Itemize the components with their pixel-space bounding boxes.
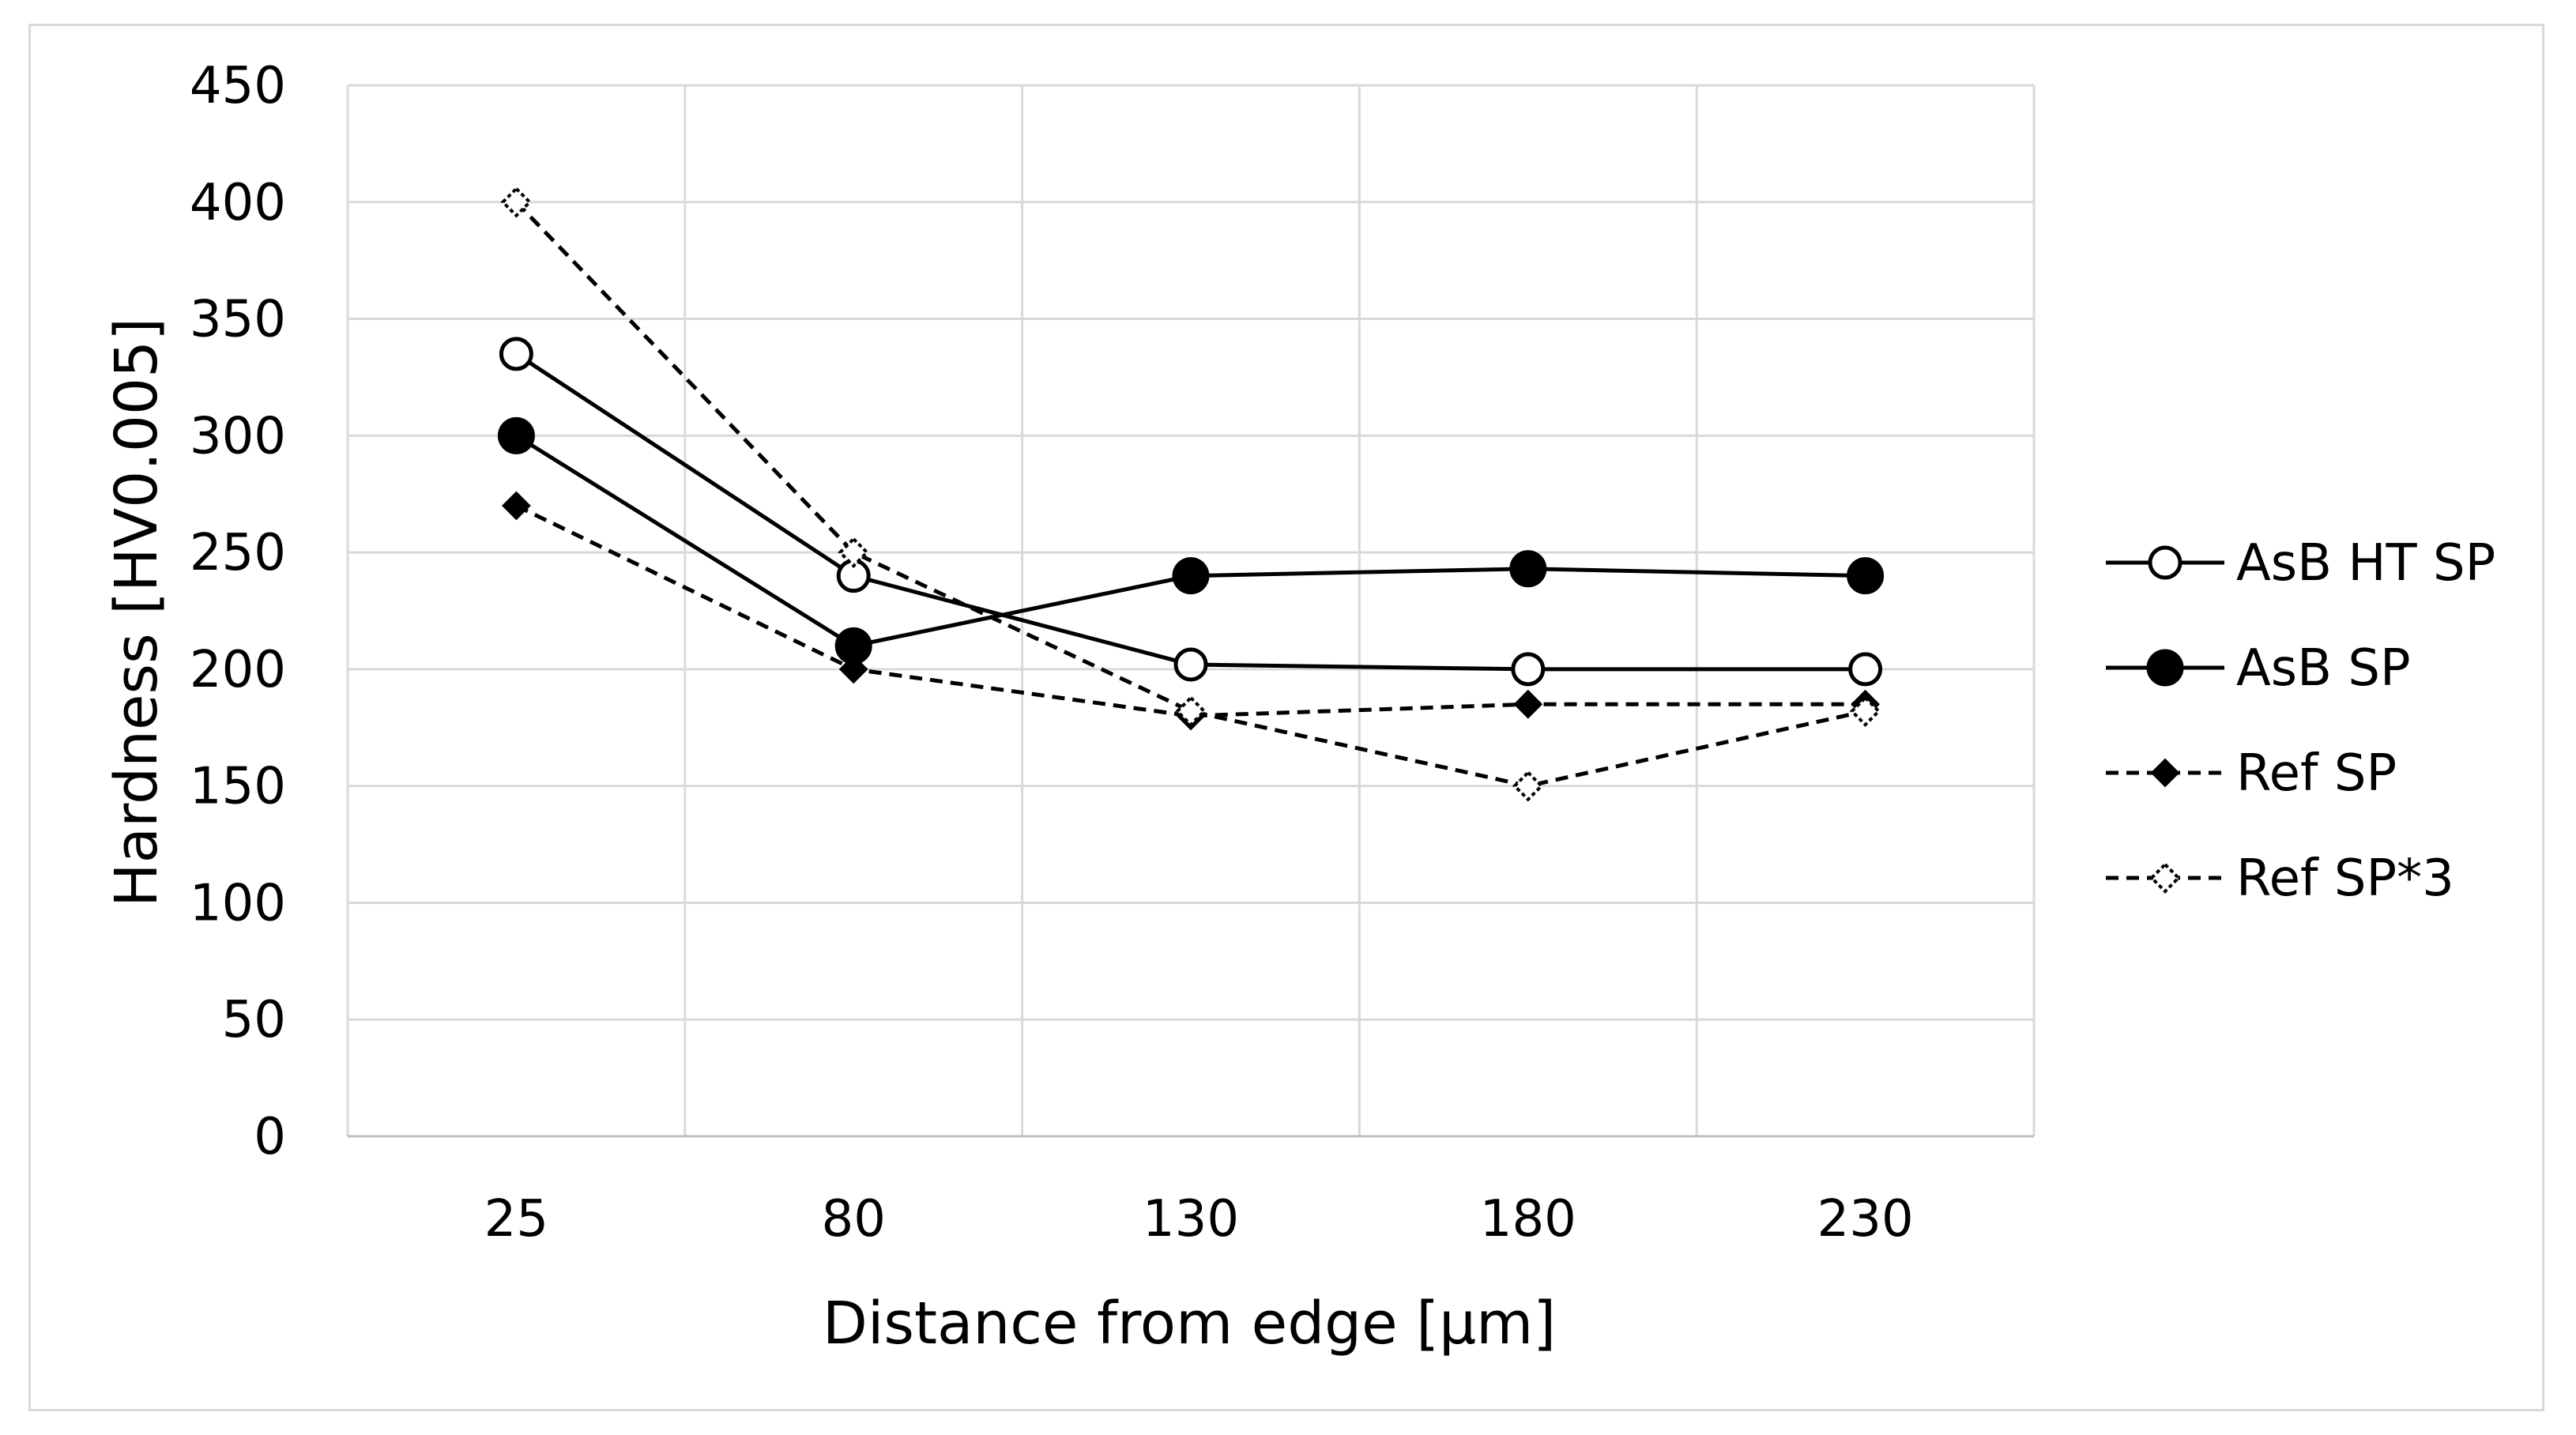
y-tick-labels: 0 50 100 150 200 250 300 350 400 450 [190, 57, 286, 1166]
x-tick-label: 180 [1480, 1190, 1576, 1249]
legend-entry: Ref SP [2106, 744, 2397, 803]
x-tick-label: 25 [484, 1190, 548, 1249]
series-markers [500, 186, 1881, 802]
data-point [1512, 770, 1544, 802]
x-tick-label: 80 [821, 1190, 885, 1249]
y-tick-label: 450 [190, 57, 286, 115]
data-point [1175, 695, 1207, 727]
data-point [1172, 557, 1210, 595]
series-markers [497, 416, 1885, 665]
data-point [1849, 695, 1881, 727]
data-point [497, 416, 535, 454]
legend-marker [2150, 758, 2180, 788]
x-tick-label: 230 [1817, 1190, 1914, 1249]
y-tick-label: 200 [190, 641, 286, 699]
series-line [515, 503, 1866, 718]
legend-marker [2148, 545, 2182, 580]
series-line [514, 201, 1866, 789]
data-point [499, 337, 533, 371]
data-point [1847, 557, 1885, 595]
legend-label: Ref SP*3 [2236, 849, 2454, 908]
legend-label: AsB SP [2236, 639, 2411, 698]
legend-label: Ref SP [2236, 744, 2397, 803]
data-point [1173, 647, 1208, 682]
y-tick-label: 300 [190, 407, 286, 465]
x-axis-title: Distance from edge [µm] [823, 1290, 1556, 1358]
y-tick-label: 50 [222, 991, 286, 1049]
y-tick-label: 0 [254, 1108, 286, 1166]
series-layer [497, 186, 1885, 802]
data-point [500, 186, 533, 218]
data-point [1509, 550, 1547, 588]
legend-entry: AsB HT SP [2106, 534, 2495, 593]
x-tick-label: 130 [1143, 1190, 1239, 1249]
legend-entry: AsB SP [2106, 639, 2411, 698]
series-line [515, 434, 1866, 648]
legend-entry: Ref SP*3 [2106, 849, 2454, 908]
series-markers [499, 337, 1883, 687]
grid-layer [346, 84, 2036, 1136]
legend: AsB HT SP AsB SP Ref SP Ref SP*3 [2106, 534, 2495, 908]
data-point [501, 491, 531, 521]
legend-marker [2149, 862, 2181, 894]
y-tick-label: 400 [190, 174, 286, 232]
x-tick-labels: 25 80 130 180 230 [484, 1190, 1914, 1249]
y-tick-label: 350 [190, 291, 286, 349]
legend-label: AsB HT SP [2236, 534, 2495, 593]
data-point [1511, 652, 1546, 687]
data-point [1513, 689, 1543, 719]
data-point [1848, 652, 1883, 687]
legend-marker [2146, 649, 2184, 687]
y-tick-label: 100 [190, 874, 286, 932]
data-point [838, 537, 870, 568]
y-tick-label: 150 [190, 758, 286, 816]
y-tick-label: 250 [190, 524, 286, 582]
data-point [838, 654, 868, 684]
series-line [515, 352, 1866, 672]
chart-frame [28, 24, 2544, 1411]
y-axis-title: Hardness [HV0.005] [103, 318, 171, 907]
series-markers [501, 491, 1881, 731]
